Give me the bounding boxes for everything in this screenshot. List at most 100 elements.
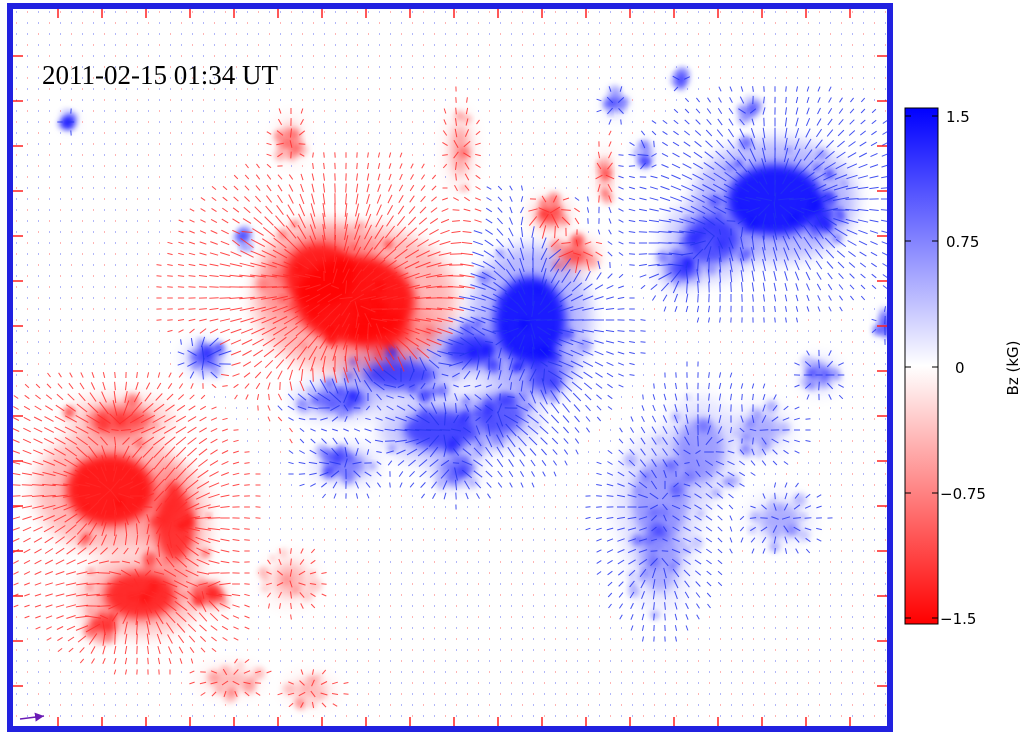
field-vector <box>426 328 442 334</box>
field-vector <box>243 206 251 214</box>
field-vector <box>188 275 196 277</box>
field-vector <box>409 394 415 400</box>
field-vector <box>367 333 369 351</box>
field-vector <box>507 248 515 260</box>
field-vector <box>811 172 827 182</box>
field-vector <box>124 391 128 403</box>
field-vector <box>804 361 812 367</box>
field-vector <box>746 207 760 213</box>
positive-flux-speckle <box>696 509 705 518</box>
field-vector <box>823 216 837 226</box>
field-vector <box>318 324 330 338</box>
field-vector <box>561 209 571 211</box>
field-vector <box>130 427 144 433</box>
field-vector <box>718 414 722 424</box>
field-vector <box>241 339 253 345</box>
field-vector <box>628 459 636 467</box>
field-vector <box>496 228 504 236</box>
field-vector <box>187 426 197 434</box>
field-vector <box>300 108 304 114</box>
field-vector <box>210 241 218 245</box>
field-vector <box>531 378 535 394</box>
field-vector <box>617 308 625 310</box>
field-vector <box>815 139 823 149</box>
field-vector <box>135 382 139 390</box>
field-vector <box>739 460 745 466</box>
field-vector <box>164 415 176 423</box>
field-vector <box>784 294 788 302</box>
field-vector <box>739 247 745 261</box>
field-vector <box>244 383 250 389</box>
field-vector <box>706 246 712 262</box>
field-vector <box>131 436 143 446</box>
field-vector <box>100 436 108 446</box>
field-vector <box>33 416 43 422</box>
positive-flux-speckle <box>653 508 660 515</box>
field-vector <box>828 295 832 301</box>
field-vector <box>717 118 723 126</box>
field-vector <box>618 186 624 190</box>
field-vector <box>672 448 680 456</box>
field-vector <box>682 163 692 169</box>
field-vector <box>717 107 723 115</box>
field-vector <box>652 404 656 412</box>
field-vector <box>708 372 710 378</box>
field-vector <box>261 306 277 312</box>
field-vector <box>251 327 265 335</box>
field-vector <box>509 217 513 225</box>
negative-flux-speckle <box>207 670 220 684</box>
positive-flux-speckle <box>527 356 542 371</box>
field-vector <box>640 162 646 170</box>
field-vector <box>485 458 493 468</box>
field-vector <box>730 281 732 293</box>
field-vector <box>199 230 207 234</box>
positive-flux-speckle <box>875 328 882 335</box>
field-vector <box>221 472 229 476</box>
field-vector <box>509 185 513 191</box>
field-vector <box>454 467 458 481</box>
field-vector <box>288 417 294 421</box>
field-vector <box>860 119 866 125</box>
field-vector <box>275 215 285 227</box>
field-vector <box>395 439 407 443</box>
field-vector <box>189 394 195 400</box>
field-vector <box>377 184 381 192</box>
field-vector <box>199 263 207 267</box>
field-vector <box>738 108 746 114</box>
field-vector <box>543 368 545 382</box>
positive-flux-speckle <box>436 384 449 397</box>
field-vector <box>552 449 558 455</box>
field-vector <box>322 183 326 193</box>
negative-flux-speckle <box>547 192 561 206</box>
field-vector <box>462 448 472 456</box>
field-vector <box>761 213 767 229</box>
field-vector <box>74 469 90 479</box>
field-vector <box>794 362 800 366</box>
field-vector <box>475 425 481 435</box>
field-vector <box>585 404 591 412</box>
field-vector <box>540 257 548 273</box>
field-vector <box>186 457 198 469</box>
field-vector <box>707 414 711 424</box>
field-vector <box>140 426 156 434</box>
positive-flux-speckle <box>191 364 197 369</box>
field-vector <box>837 129 845 137</box>
field-vector <box>629 141 635 147</box>
field-vector <box>758 204 770 216</box>
positive-flux-speckle <box>473 319 482 328</box>
negative-flux-speckle <box>242 680 256 694</box>
field-vector <box>415 318 431 322</box>
field-vector <box>858 152 868 158</box>
positive-flux-speckle <box>778 422 791 434</box>
negative-flux-speckle <box>306 674 317 685</box>
field-vector <box>343 428 349 432</box>
field-vector <box>662 294 668 302</box>
field-vector <box>472 251 484 257</box>
field-vector <box>175 426 187 434</box>
field-vector <box>365 345 371 361</box>
field-vector <box>354 378 360 394</box>
negative-flux-speckle <box>462 185 469 192</box>
positive-flux-speckle <box>793 493 807 506</box>
field-vector <box>244 528 250 530</box>
field-vector <box>724 207 738 213</box>
